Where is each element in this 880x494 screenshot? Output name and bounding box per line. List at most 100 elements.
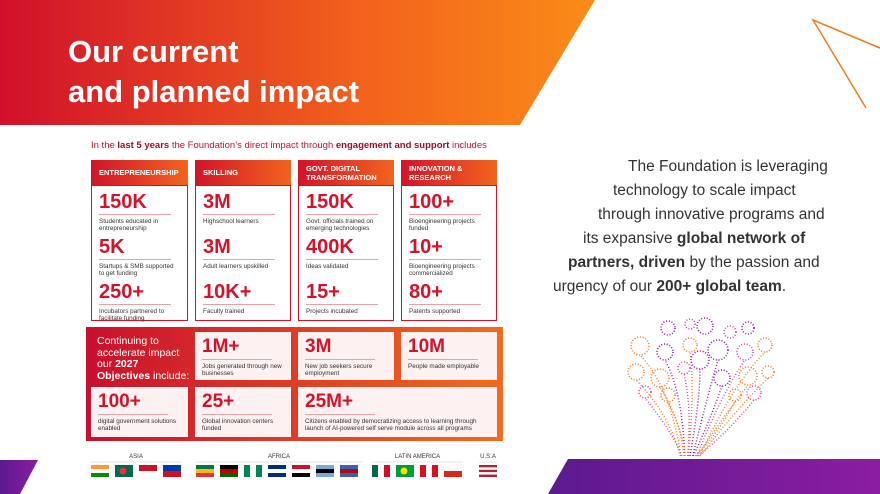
text-segment: include:	[150, 369, 190, 382]
tree-node	[638, 385, 652, 399]
tree-node	[723, 325, 737, 339]
stat: 3M Highschool learners	[203, 191, 285, 225]
flag	[479, 465, 497, 477]
tree-node	[757, 337, 773, 353]
stat: 3M Adult learners upskilled	[203, 236, 285, 270]
flag-stripe	[268, 469, 286, 473]
stat-label: Bioengineering projects commercialized	[409, 263, 475, 278]
objective-rule	[98, 414, 168, 415]
objective-rule	[408, 359, 478, 360]
text-segment: urgency of our	[553, 278, 657, 295]
flag-stripe	[256, 465, 262, 477]
text-segment: the Foundation’s direct impact through	[169, 140, 336, 151]
tree-branch	[689, 368, 701, 457]
tree-branch	[692, 385, 723, 457]
flag	[340, 465, 358, 477]
flag	[396, 465, 414, 477]
flag-stripe	[292, 473, 310, 477]
stat-label: Projects incubated	[306, 308, 358, 315]
purple-bar-left	[0, 460, 38, 494]
tree-branch	[683, 373, 690, 457]
objective-value: 1M+	[202, 336, 240, 357]
tree-node	[630, 336, 650, 356]
tree-branch	[696, 359, 746, 457]
objective-rule	[202, 359, 272, 360]
tree-node	[650, 368, 670, 388]
stat-rule	[203, 259, 275, 260]
flag-stripe	[420, 465, 426, 477]
flag-stripe	[244, 465, 250, 477]
stat-label: Govt. officials trained on emerging tech…	[306, 218, 374, 233]
stat-value: 5K	[99, 236, 125, 258]
flag-stripe	[91, 465, 109, 469]
flag-stripe	[91, 473, 109, 477]
flag-stripe	[372, 465, 378, 477]
stat-rule	[409, 214, 481, 215]
column-body: 3M Highschool learners 3M Adult learners up…	[195, 185, 291, 321]
stat: 80+ Patents supported	[409, 281, 491, 315]
flag-stripe	[196, 473, 214, 477]
objective-label: Jobs generated through new businesses	[202, 363, 282, 378]
stat-rule	[306, 214, 378, 215]
flag-stripe	[479, 474, 497, 477]
statement-line: its expansive global network of	[583, 227, 805, 251]
region-label: ASIA	[129, 454, 143, 460]
objective-value: 100+	[98, 391, 141, 412]
text-segment: global network of	[676, 230, 806, 247]
tree-branch	[697, 399, 755, 457]
stat: 150K Govt. officials trained on emerging …	[306, 191, 388, 233]
tree-node	[761, 365, 775, 379]
flag-stripe	[268, 473, 286, 477]
objective-card: 25M+ Citizens enabled by democratizing ac…	[298, 387, 497, 437]
stat-rule	[203, 304, 275, 305]
tree-node	[660, 320, 676, 336]
flag-stripe	[479, 465, 497, 468]
flag-stripe	[479, 472, 497, 475]
stat-label: Ideas validated	[306, 263, 349, 270]
tree-branch	[699, 377, 769, 457]
stat-rule	[99, 304, 171, 305]
tree-node	[713, 369, 731, 387]
stat: 250+ Incubators partnered to facilitate f…	[99, 281, 182, 323]
flag-stripe	[139, 465, 157, 471]
text-segment: through innovative programs and	[598, 206, 825, 223]
stat: 15+ Projects incubated	[306, 281, 388, 315]
objective-rule	[202, 414, 272, 415]
flag-disc	[119, 467, 127, 475]
flag	[444, 465, 462, 477]
objective-value: 25+	[202, 391, 235, 412]
title-line: and planned impact	[68, 74, 360, 109]
text-segment: engagement and support	[335, 140, 450, 151]
objective-label: Global innovation centers funded	[202, 418, 274, 433]
stat-rule	[306, 304, 378, 305]
flag-stripe	[91, 469, 109, 473]
flag	[139, 465, 157, 477]
objective-value: 25M+	[305, 391, 354, 412]
column-heading: SKILLING	[195, 160, 291, 185]
stat-value: 3M	[203, 236, 231, 258]
objective-rule	[305, 414, 375, 415]
flag-stripe	[139, 471, 157, 477]
objective-value: 10M	[408, 336, 445, 357]
stat-label: Highschool learners	[203, 218, 259, 225]
tree-branch	[664, 359, 686, 457]
stat-rule	[409, 259, 481, 260]
objective-label: People made employable	[408, 363, 480, 370]
intro: In the last 5 years the Foundation’s dir…	[91, 140, 487, 151]
tree-node	[738, 366, 758, 386]
flag-disc	[400, 467, 408, 475]
flag-stripe	[268, 465, 286, 469]
objectives-intro: Continuing to accelerate impact our 2027…	[97, 335, 193, 382]
tree-node	[677, 361, 691, 375]
statement-line: urgency of our 200+ global team.	[553, 275, 786, 299]
flag	[372, 465, 390, 477]
flag-stripe	[316, 473, 334, 477]
stat: 5K Startups & SMB supported to get fundin…	[99, 236, 182, 278]
tree-branch	[644, 397, 683, 457]
flag-stripe	[196, 469, 214, 473]
stat-label: Patents supported	[409, 308, 461, 315]
tree-node	[682, 337, 698, 353]
statement-line: technology to scale impact	[613, 179, 796, 203]
objective-label: digital government solutions enabled	[98, 418, 177, 433]
